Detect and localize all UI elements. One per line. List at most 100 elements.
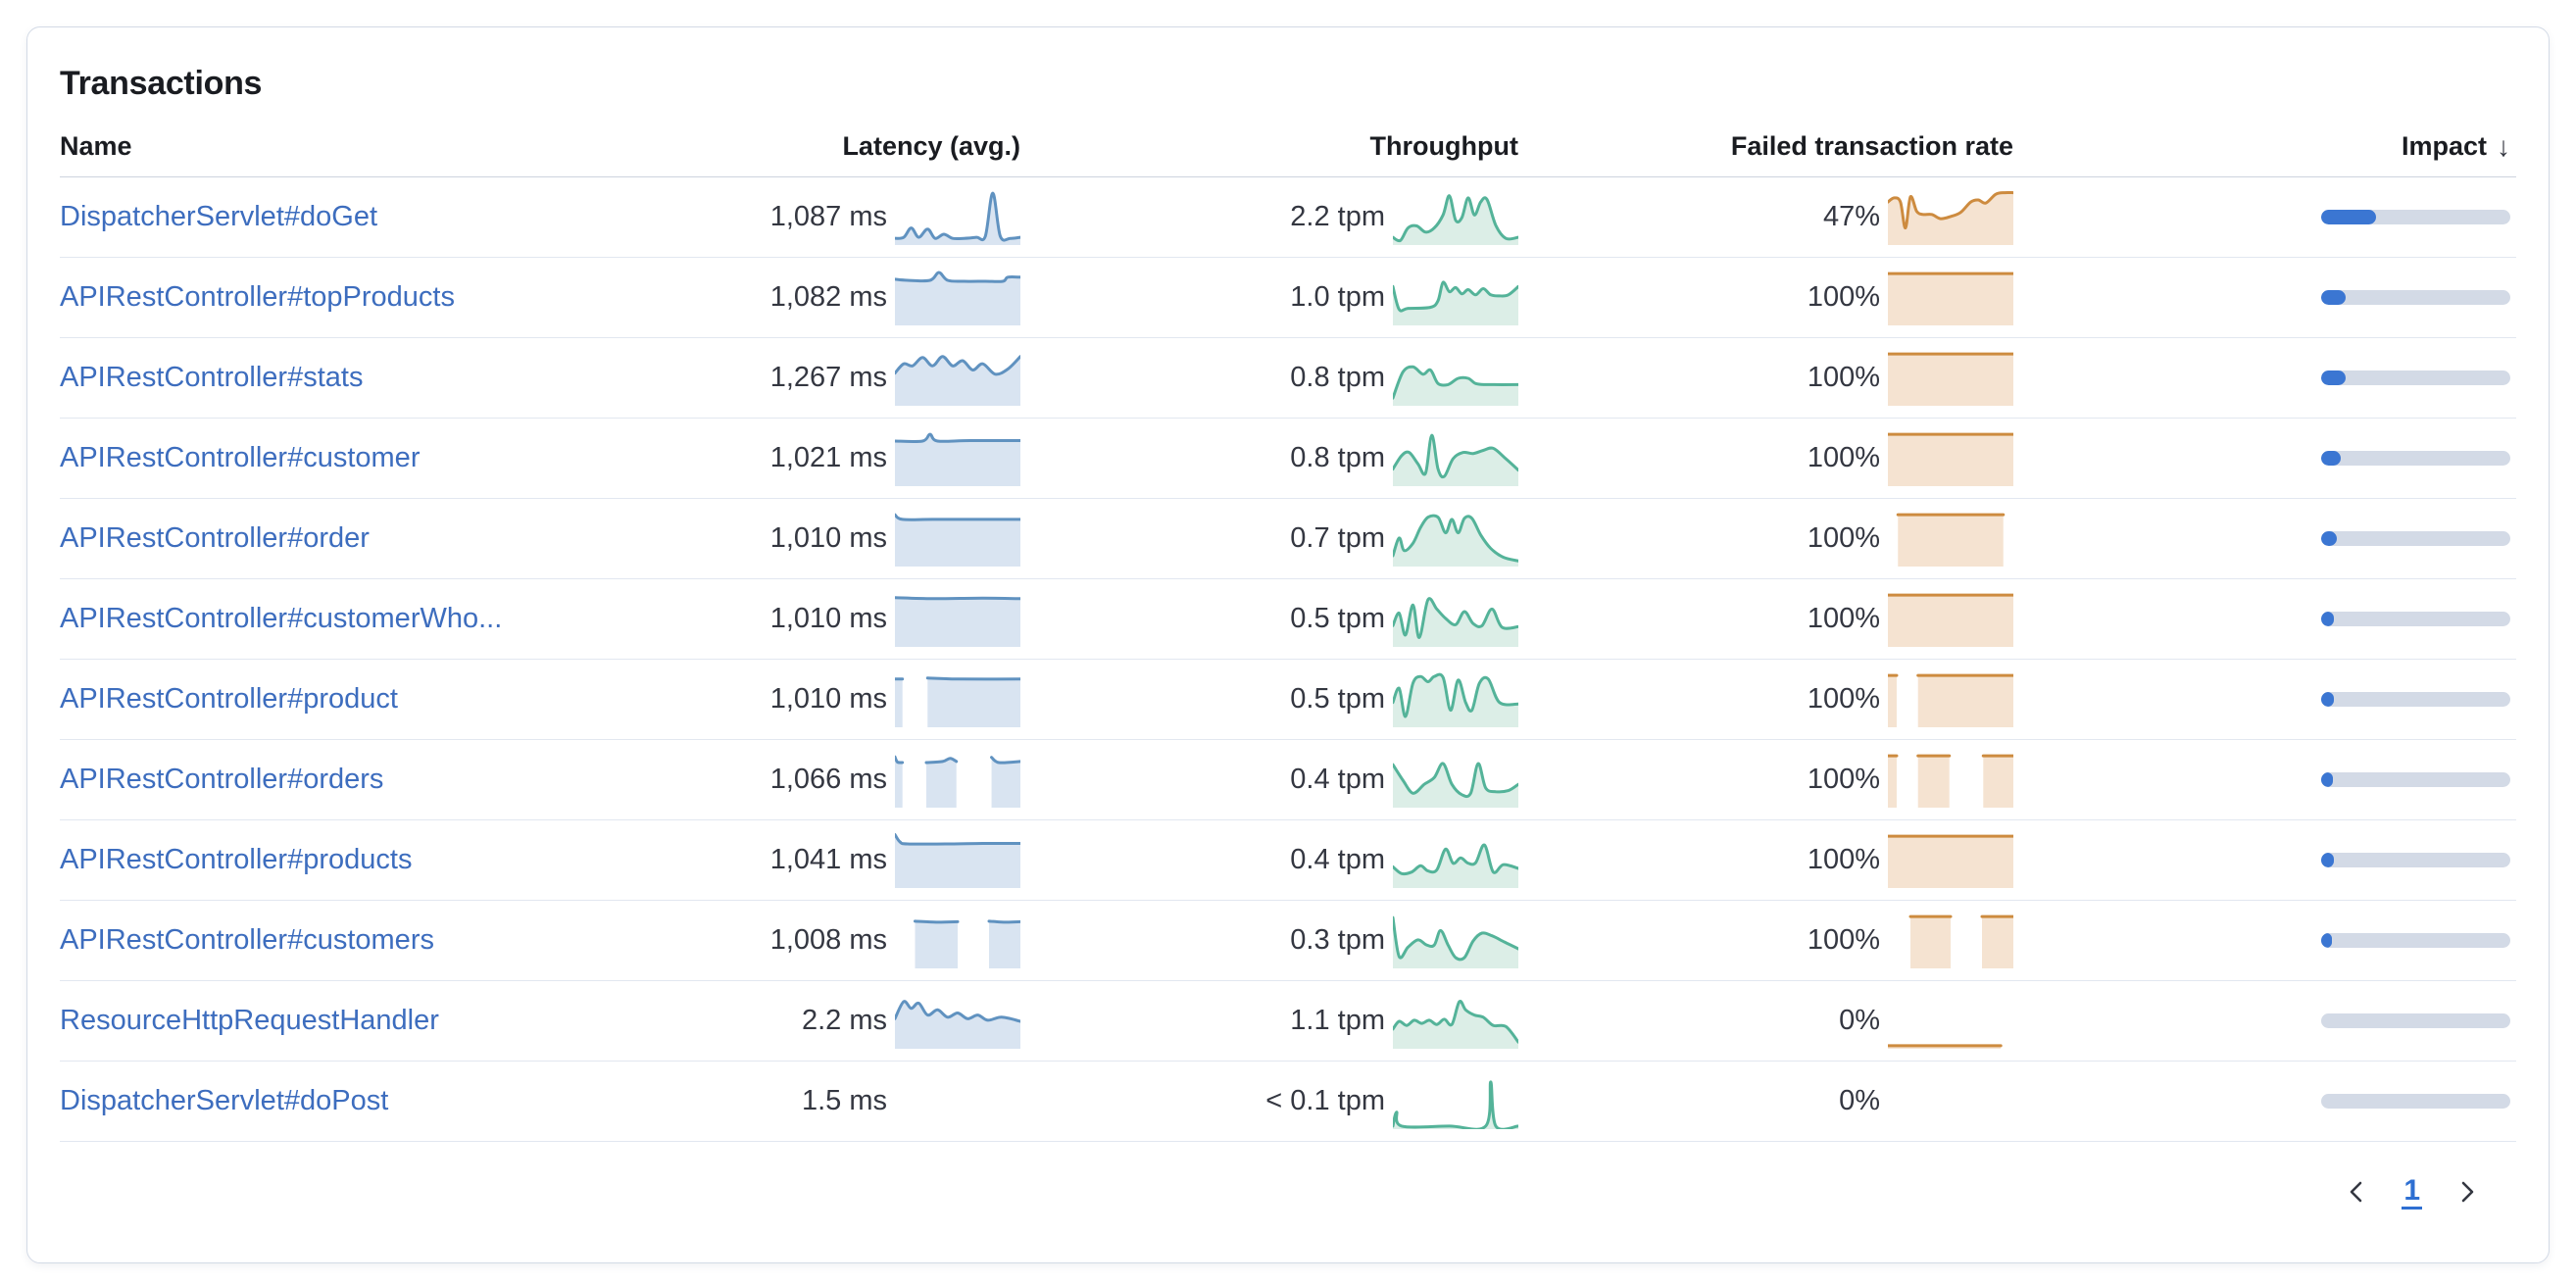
transaction-name-link[interactable]: DispatcherServlet#doGet — [60, 201, 377, 232]
throughput-value: 1.1 tpm — [1290, 1005, 1385, 1036]
chevron-left-icon — [2351, 1181, 2362, 1203]
latency-value: 1,087 ms — [769, 201, 887, 232]
table-row: ResourceHttpRequestHandler 2.2 ms 1.1 tp… — [60, 981, 2516, 1062]
failed-rate-sparkline — [1888, 994, 2013, 1049]
failed-rate-value: 0% — [1839, 1085, 1880, 1116]
table-row: APIRestController#customer 1,021 ms 0.8 … — [60, 419, 2516, 499]
transaction-name-link[interactable]: APIRestController#orders — [60, 764, 384, 795]
table-row: DispatcherServlet#doPost 1.5 ms < 0.1 tp… — [60, 1062, 2516, 1142]
throughput-value: 2.2 tpm — [1290, 201, 1385, 232]
failed-rate-sparkline — [1888, 833, 2013, 888]
failed-rate-sparkline — [1888, 190, 2013, 245]
table-row: APIRestController#customers 1,008 ms 0.3… — [60, 901, 2516, 981]
column-header-throughput[interactable]: Throughput — [1369, 131, 1518, 161]
impact-bar — [2321, 1013, 2510, 1028]
failed-rate-value: 100% — [1807, 844, 1880, 875]
transaction-name-link[interactable]: APIRestController#stats — [60, 362, 364, 393]
throughput-sparkline — [1393, 512, 1518, 567]
table-row: APIRestController#topProducts 1,082 ms 1… — [60, 258, 2516, 338]
throughput-value: 0.5 tpm — [1290, 683, 1385, 715]
latency-sparkline — [895, 672, 1020, 727]
latency-value: 1,010 ms — [769, 522, 887, 554]
transaction-name-link[interactable]: APIRestController#customers — [60, 924, 434, 956]
table-row: APIRestController#stats 1,267 ms 0.8 tpm… — [60, 338, 2516, 419]
latency-value: 1.5 ms — [801, 1085, 887, 1116]
latency-sparkline — [895, 914, 1020, 968]
failed-rate-value: 100% — [1807, 281, 1880, 313]
impact-bar-fill — [2321, 933, 2332, 948]
impact-bar-fill — [2321, 451, 2342, 466]
failed-rate-sparkline — [1888, 512, 2013, 567]
latency-sparkline — [895, 431, 1020, 486]
failed-rate-value: 0% — [1839, 1005, 1880, 1036]
latency-value: 1,066 ms — [769, 764, 887, 795]
latency-value: 1,008 ms — [769, 924, 887, 956]
latency-value: 1,041 ms — [769, 844, 887, 875]
latency-value: 1,021 ms — [769, 442, 887, 473]
table-row: APIRestController#customerWho... 1,010 m… — [60, 579, 2516, 660]
throughput-value: 1.0 tpm — [1290, 281, 1385, 313]
impact-bar — [2321, 853, 2510, 867]
transaction-name-link[interactable]: APIRestController#product — [60, 683, 398, 715]
latency-value: 1,082 ms — [769, 281, 887, 313]
sort-arrow-down-icon: ↓ — [2497, 130, 2510, 162]
impact-bar-fill — [2321, 692, 2334, 707]
impact-bar-fill — [2321, 210, 2376, 224]
transaction-name-link[interactable]: APIRestController#customer — [60, 442, 421, 473]
failed-rate-value: 100% — [1807, 683, 1880, 715]
column-header-name: Name — [60, 131, 132, 161]
latency-sparkline — [895, 351, 1020, 406]
impact-bar — [2321, 531, 2510, 546]
impact-bar-fill — [2321, 853, 2334, 867]
table-row: APIRestController#order 1,010 ms 0.7 tpm… — [60, 499, 2516, 579]
latency-sparkline — [895, 190, 1020, 245]
latency-sparkline — [895, 592, 1020, 647]
prev-page-button[interactable] — [2337, 1172, 2376, 1211]
column-header-impact[interactable]: Impact ↓ — [2013, 131, 2518, 163]
transaction-name-link[interactable]: DispatcherServlet#doPost — [60, 1085, 389, 1116]
impact-bar-fill — [2321, 290, 2347, 305]
failed-rate-sparkline — [1888, 351, 2013, 406]
throughput-sparkline — [1393, 833, 1518, 888]
throughput-sparkline — [1393, 271, 1518, 325]
transaction-name-link[interactable]: APIRestController#customerWho... — [60, 603, 503, 634]
table-header-row: Name Latency (avg.) Throughput Failed tr… — [60, 117, 2516, 177]
chevron-right-icon — [2461, 1181, 2474, 1203]
throughput-value: 0.3 tpm — [1290, 924, 1385, 956]
transaction-name-link[interactable]: ResourceHttpRequestHandler — [60, 1005, 439, 1036]
transaction-name-link[interactable]: APIRestController#topProducts — [60, 281, 455, 313]
throughput-value: 0.4 tpm — [1290, 764, 1385, 795]
impact-bar — [2321, 772, 2510, 787]
failed-rate-value: 47% — [1822, 201, 1880, 232]
failed-rate-value: 100% — [1807, 522, 1880, 554]
transaction-name-link[interactable]: APIRestController#products — [60, 844, 413, 875]
impact-bar — [2321, 290, 2510, 305]
throughput-sparkline — [1393, 753, 1518, 808]
throughput-value: 0.8 tpm — [1290, 442, 1385, 473]
transactions-panel: Transactions Name Latency (avg.) Through… — [26, 26, 2550, 1263]
panel-title: Transactions — [60, 65, 263, 102]
table-row: APIRestController#product 1,010 ms 0.5 t… — [60, 660, 2516, 740]
failed-rate-sparkline — [1888, 1074, 2013, 1129]
failed-rate-sparkline — [1888, 672, 2013, 727]
page-1-button[interactable]: 1 — [2402, 1174, 2422, 1210]
throughput-value: 0.8 tpm — [1290, 362, 1385, 393]
impact-header-label: Impact — [2401, 131, 2487, 161]
throughput-sparkline — [1393, 190, 1518, 245]
impact-bar — [2321, 451, 2510, 466]
throughput-value: 0.7 tpm — [1290, 522, 1385, 554]
column-header-latency[interactable]: Latency (avg.) — [842, 131, 1020, 161]
latency-sparkline — [895, 832, 1020, 888]
failed-rate-value: 100% — [1807, 924, 1880, 956]
failed-rate-value: 100% — [1807, 603, 1880, 634]
table-row: APIRestController#products 1,041 ms 0.4 … — [60, 820, 2516, 901]
transaction-name-link[interactable]: APIRestController#order — [60, 522, 370, 554]
impact-bar-fill — [2321, 531, 2338, 546]
impact-bar-fill — [2321, 772, 2333, 787]
next-page-button[interactable] — [2448, 1172, 2487, 1211]
throughput-sparkline — [1393, 1074, 1518, 1129]
impact-bar-fill — [2321, 612, 2334, 626]
impact-bar — [2321, 370, 2510, 385]
column-header-failed-rate[interactable]: Failed transaction rate — [1730, 131, 2013, 161]
failed-rate-value: 100% — [1807, 362, 1880, 393]
